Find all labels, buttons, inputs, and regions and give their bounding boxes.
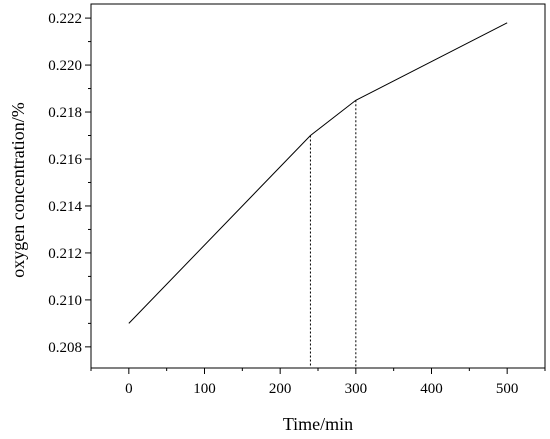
x-tick-label: 500 <box>496 381 519 397</box>
y-tick-label: 0.210 <box>48 293 82 309</box>
x-axis: 0 100 200 300 400 500 <box>90 368 546 397</box>
x-tick-label: 100 <box>193 381 216 397</box>
series-line-0 <box>128 22 508 324</box>
y-tick-label: 0.220 <box>48 58 82 74</box>
y-tick-label: 0.212 <box>48 246 82 262</box>
y-axis: 0.208 0.210 0.212 0.214 0.216 0.218 0.220 0.222 <box>48 11 91 356</box>
y-axis-title: oxygen concentration/% <box>8 102 28 277</box>
x-tick-label: 400 <box>420 381 443 397</box>
guide-lines <box>309 100 357 368</box>
x-axis-title: Time/min <box>283 414 353 434</box>
x-tick-label: 200 <box>269 381 292 397</box>
y-tick-label: 0.208 <box>48 340 82 356</box>
plot-frame <box>90 3 546 369</box>
plot-border <box>90 3 546 369</box>
y-tick-label: 0.222 <box>48 11 82 27</box>
series-group <box>128 22 508 324</box>
y-tick-label: 0.218 <box>48 105 82 121</box>
x-tick-label: 300 <box>345 381 368 397</box>
x-tick-label: 0 <box>125 381 133 397</box>
y-tick-label: 0.214 <box>48 199 82 215</box>
y-tick-label: 0.216 <box>48 152 82 168</box>
